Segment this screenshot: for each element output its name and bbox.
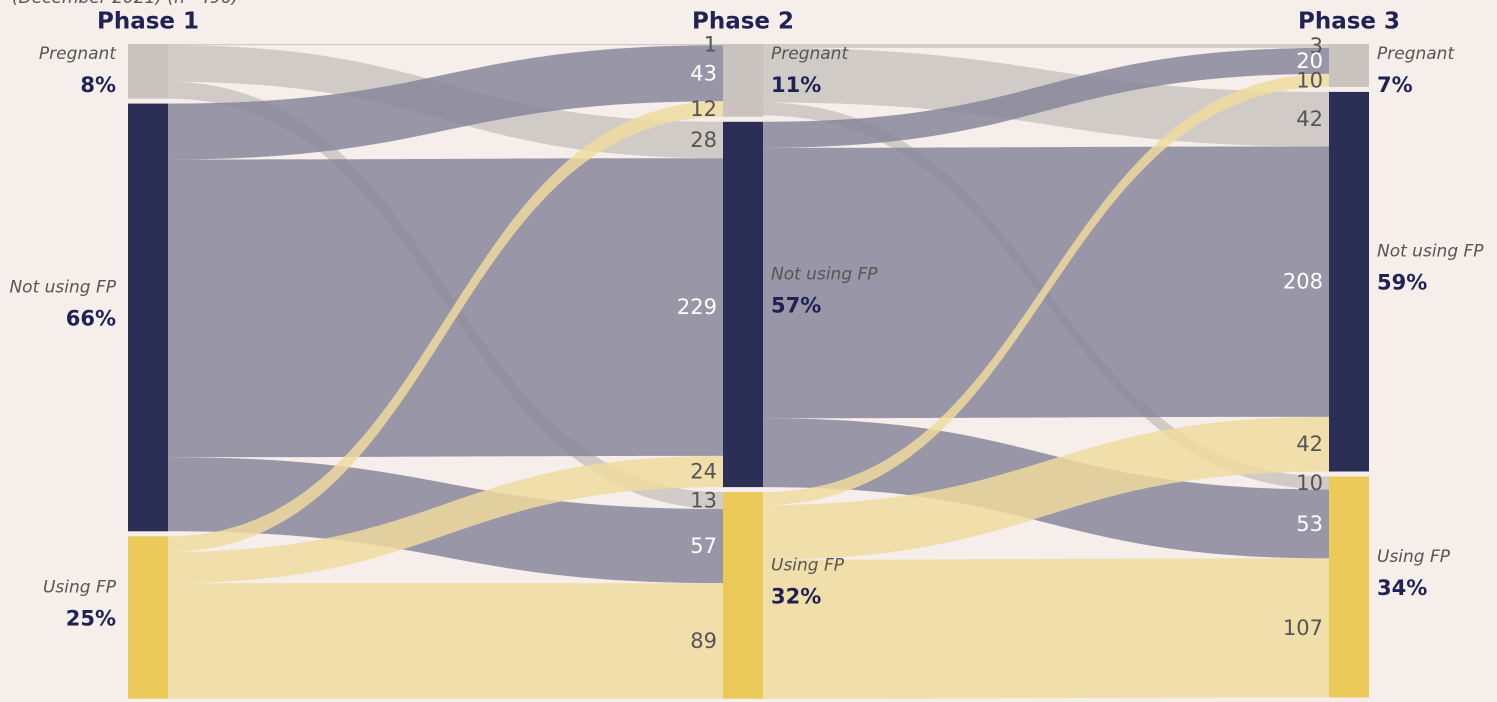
- flow-label: 43: [690, 61, 717, 85]
- node: [128, 103, 168, 532]
- flow-label: 13: [690, 489, 717, 513]
- node-percent: 7%: [1377, 73, 1413, 97]
- flow-label: 10: [1296, 68, 1323, 92]
- stage-title: Phase 3: [1298, 9, 1400, 35]
- node-name: Pregnant: [771, 44, 849, 64]
- flow: [168, 101, 723, 552]
- node: [723, 121, 763, 488]
- flow: [168, 158, 723, 458]
- flow: [763, 558, 1329, 699]
- flow-label: 12: [690, 97, 717, 121]
- node-name: Using FP: [1377, 547, 1451, 567]
- node-name: Not using FP: [9, 277, 116, 297]
- flow: [763, 146, 1329, 419]
- flow: [763, 416, 1329, 560]
- flow-label: 208: [1283, 270, 1323, 294]
- stage-title: Phase 1: [97, 9, 199, 35]
- flow-label: 53: [1296, 512, 1323, 536]
- nodes: Phase 1 Pregnant 8% Not using FP 66% Using FP…: [9, 9, 1484, 699]
- flow: [763, 47, 1329, 148]
- flow-label: 10: [1296, 471, 1323, 495]
- node-name: Using FP: [771, 555, 845, 575]
- flow: [168, 455, 723, 584]
- node-percent: 8%: [80, 73, 116, 97]
- node-percent: 11%: [771, 73, 821, 97]
- node: [128, 536, 168, 699]
- node: [723, 492, 763, 699]
- node-percent: 66%: [66, 306, 116, 330]
- flow: [168, 583, 723, 699]
- flow-label: 24: [690, 460, 717, 484]
- flow-label: 107: [1283, 616, 1323, 640]
- flow: [168, 44, 723, 46]
- node-percent: 32%: [771, 584, 821, 608]
- node: [1329, 44, 1369, 87]
- flow-label: 229: [677, 295, 717, 319]
- flow-label: 28: [690, 128, 717, 152]
- flow-label: 89: [690, 629, 717, 653]
- node: [1329, 91, 1369, 472]
- flow: [168, 45, 723, 160]
- node-name: Using FP: [43, 578, 117, 598]
- stage-title: Phase 2: [692, 9, 794, 35]
- node: [128, 44, 168, 99]
- node-name: Pregnant: [39, 44, 117, 64]
- flow-label: 20: [1296, 49, 1323, 73]
- node-name: Not using FP: [1377, 242, 1484, 262]
- node: [1329, 476, 1369, 698]
- node-percent: 59%: [1377, 271, 1427, 295]
- flow-label: 57: [690, 534, 717, 558]
- node-percent: 57%: [771, 293, 821, 317]
- flow-label: 42: [1296, 107, 1323, 131]
- flow: [763, 44, 1329, 48]
- node-percent: 25%: [66, 607, 116, 631]
- subtitle: (December 2021) (n=496): [12, 0, 238, 8]
- node-percent: 34%: [1377, 576, 1427, 600]
- node: [723, 44, 763, 117]
- flow: [763, 73, 1329, 506]
- flow-label: 42: [1296, 432, 1323, 456]
- flow-label: 3: [1310, 34, 1323, 58]
- flow-label: 1: [704, 33, 717, 57]
- node-name: Pregnant: [1377, 44, 1455, 64]
- node-name: Not using FP: [771, 264, 878, 284]
